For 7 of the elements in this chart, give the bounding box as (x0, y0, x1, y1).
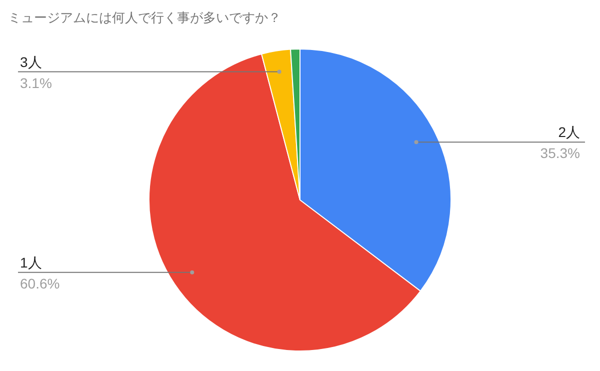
data-label: 60.6% (20, 275, 60, 292)
slice-label: 1人 (20, 254, 42, 270)
data-label: 3.1% (20, 74, 52, 91)
slice-label: 3人 (20, 54, 42, 70)
data-label: 35.3% (540, 145, 580, 162)
slice-label: 2人 (558, 124, 580, 140)
title: ミュージアムには何人で行く事が多いですか？ (8, 10, 281, 25)
